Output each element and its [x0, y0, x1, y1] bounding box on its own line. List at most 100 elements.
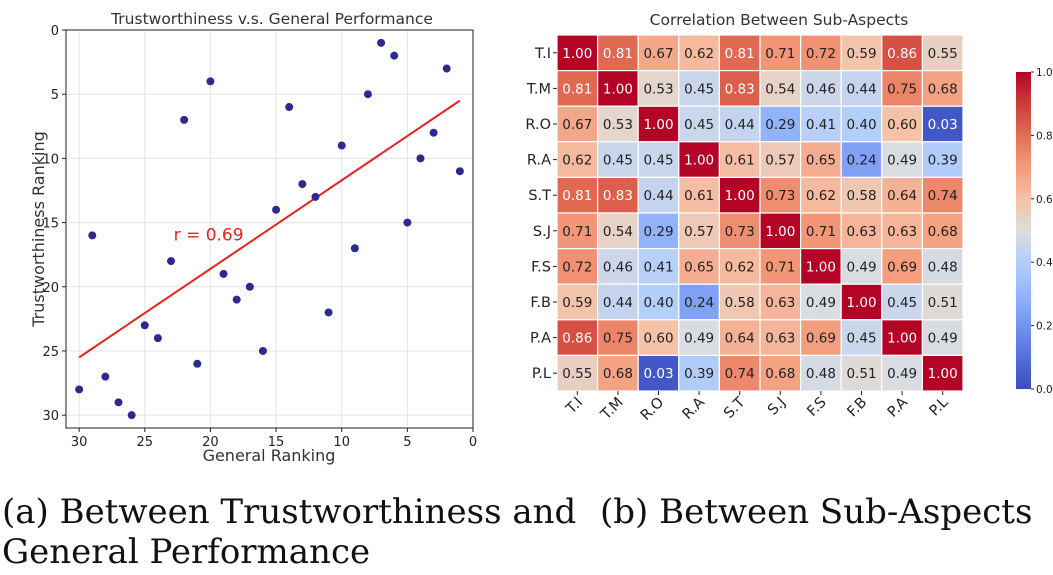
heatmap-cell-value: 0.81: [725, 46, 755, 62]
scatter-point: [140, 321, 149, 330]
heatmap-cell-value: 0.68: [928, 224, 958, 240]
heatmap-cell-value: 0.49: [684, 331, 714, 347]
heatmap-cell: [921, 141, 964, 179]
heatmap-cells: 1.00 0.81 0.67 0.62 0.81 0.71 0.72 0.59 0.86 0.55…: [556, 34, 964, 392]
heatmap-cell: [799, 354, 842, 392]
heatmap-cell: [678, 354, 720, 392]
heatmap-cell: [718, 283, 761, 321]
heatmap-cell-value: 0.54: [603, 224, 633, 240]
heatmap-cell-value: 0.44: [725, 117, 755, 133]
heatmap-cell-value: 0.49: [928, 331, 958, 347]
scatter-point: [75, 385, 84, 394]
heatmap-cell-value: 1.00: [846, 295, 876, 311]
heatmap-cell-value: 1.00: [643, 117, 673, 133]
heatmap-cell-value: 0.58: [846, 188, 876, 204]
heatmap-cell-value: 1.00: [765, 224, 795, 240]
scatter-point: [429, 128, 438, 137]
heatmap-cell-value: 0.59: [562, 295, 592, 311]
column-label: S.T: [721, 394, 748, 421]
heatmap-cell: [881, 176, 923, 214]
column-label: T.M: [598, 395, 627, 424]
row-label: S.T: [528, 188, 551, 204]
scatter-point: [219, 269, 228, 278]
heatmap-cell: [799, 141, 842, 179]
heatmap-cell-value: 1.00: [603, 81, 633, 97]
row-label: P.L: [532, 366, 551, 382]
scatter-point: [180, 115, 189, 124]
x-tick-label: 0: [469, 435, 477, 450]
heatmap-cell: [759, 105, 802, 143]
scatter-point: [324, 308, 333, 317]
colorbar-tick-label: 0.4: [1036, 257, 1053, 269]
heatmap-cell: [840, 69, 883, 107]
x-tick-label: 10: [333, 435, 350, 450]
heatmap-cell-value: 0.49: [806, 295, 836, 311]
heatmap-cell-value: 0.65: [684, 259, 714, 275]
heatmap-cell-value: 0.45: [603, 153, 633, 169]
caption-b: (b) Between Sub-Aspects: [600, 492, 1033, 532]
heatmap-cell: [596, 105, 639, 143]
heatmap-column-labels: T.I T.M R.O R.A S.T S.J F.S F.B P.A P.L: [563, 391, 952, 424]
row-label: S.J: [533, 224, 551, 240]
colorbar-ticks: 0.0 0.2 0.4 0.6 0.8 1.0: [1031, 67, 1053, 396]
heatmap-cell-value: 0.73: [765, 188, 795, 204]
heatmap-cell: [718, 319, 761, 356]
heatmap-cell: [637, 176, 680, 214]
heatmap-cell-value: 0.75: [603, 331, 633, 347]
row-label: T.I: [534, 46, 551, 62]
scatter-point: [167, 257, 176, 266]
heatmap-cell-value: 0.65: [806, 153, 836, 169]
heatmap-cell-value: 0.41: [643, 259, 673, 275]
scatter-point: [363, 90, 372, 99]
heatmap-cell-value: 0.62: [562, 153, 592, 169]
scatter-point: [337, 141, 346, 150]
scatter-point: [258, 346, 267, 355]
heatmap-cell: [921, 212, 964, 250]
scatter-point: [285, 103, 294, 112]
heatmap-cell-value: 0.81: [603, 46, 633, 62]
heatmap-cell: [921, 319, 964, 356]
heatmap-cell-value: 0.63: [887, 224, 917, 240]
column-label: P.L: [927, 395, 952, 420]
heatmap-cell: [678, 69, 720, 107]
heatmap-title: Correlation Between Sub-Aspects: [650, 11, 909, 29]
heatmap-cell: [718, 141, 761, 179]
column-label: R.O: [638, 395, 667, 424]
heatmap-cell-value: 0.69: [806, 331, 836, 347]
heatmap-cell-value: 0.46: [806, 81, 836, 97]
heatmap-cell: [881, 248, 923, 285]
heatmap-cell-value: 0.71: [562, 224, 592, 240]
heatmap-cell-value: 0.67: [562, 117, 592, 133]
x-tick-label: 25: [137, 435, 154, 450]
heatmap-cell-value: 0.73: [725, 224, 755, 240]
scatter-point: [88, 231, 97, 240]
scatter-point: [232, 295, 241, 304]
heatmap-cell-value: 0.83: [603, 188, 633, 204]
heatmap-cell-value: 0.44: [643, 188, 673, 204]
heatmap-cell-value: 0.75: [887, 81, 917, 97]
scatter-point: [245, 282, 254, 291]
heatmap-cell-value: 0.64: [725, 331, 755, 347]
scatter-plot-frame: [65, 29, 474, 429]
heatmap-cell-value: 0.63: [765, 331, 795, 347]
heatmap-cell-value: 0.60: [643, 331, 673, 347]
heatmap-cell-value: 0.72: [806, 46, 836, 62]
heatmap-cell-value: 0.03: [928, 117, 958, 133]
heatmap-cell: [921, 283, 964, 321]
scatter-point: [377, 38, 386, 47]
heatmap-cell: [678, 105, 720, 143]
scatter-point: [455, 167, 464, 176]
heatmap-cell-value: 1.00: [806, 259, 836, 275]
heatmap-cell-value: 0.48: [928, 259, 958, 275]
heatmap-cell-value: 0.64: [887, 188, 917, 204]
heatmap-cell-value: 0.39: [928, 153, 958, 169]
scatter-point: [153, 334, 162, 343]
heatmap-cell-value: 0.46: [603, 259, 633, 275]
heatmap-cell-value: 1.00: [562, 46, 592, 62]
colorbar: [1016, 72, 1031, 389]
heatmap-cell-value: 0.44: [846, 81, 876, 97]
colorbar-tick-label: 0.8: [1036, 130, 1053, 142]
heatmap-cell: [637, 69, 680, 107]
heatmap-cell: [556, 319, 599, 356]
heatmap-cell-value: 0.29: [765, 117, 795, 133]
